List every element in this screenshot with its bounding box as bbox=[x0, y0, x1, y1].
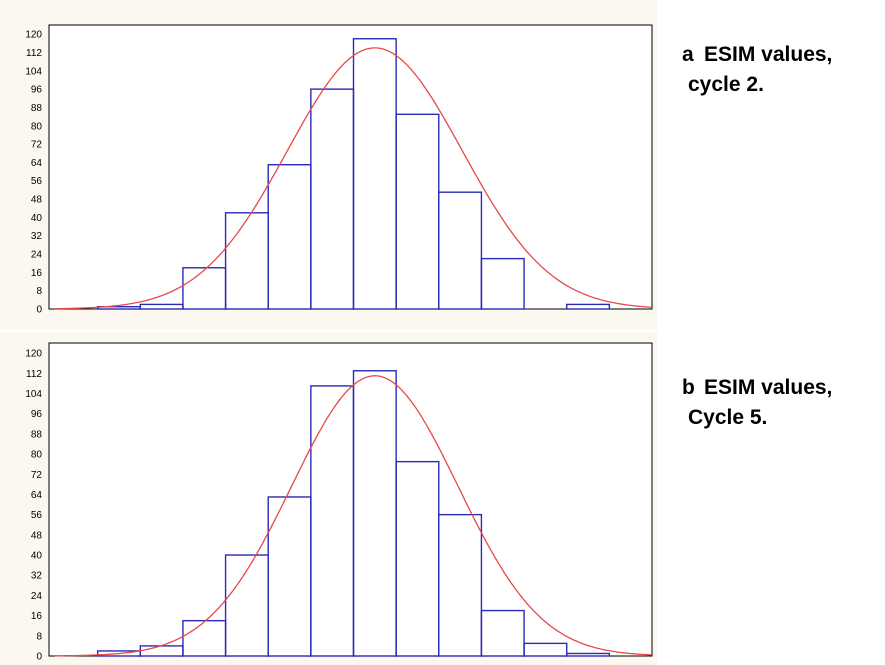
histogram-chart-b: 0 8 16 24 32 40 48 56 64 72 80 88 96 104 112 120 bbox=[25, 342, 653, 663]
y-tick-label: 64 bbox=[31, 158, 43, 169]
y-tick-label: 0 bbox=[36, 305, 42, 316]
y-tick-label: 8 bbox=[36, 631, 42, 642]
y-tick-label: 104 bbox=[25, 66, 42, 77]
y-tick-label: 24 bbox=[31, 250, 43, 261]
caption-a-text2: cycle 2. bbox=[688, 73, 764, 96]
y-tick-label: 56 bbox=[31, 510, 43, 521]
y-tick-label: 56 bbox=[31, 176, 43, 187]
y-tick-label: 112 bbox=[26, 48, 42, 59]
y-tick-label: 96 bbox=[31, 409, 43, 420]
normal-fit-curve bbox=[55, 47, 653, 310]
y-tick-label: 32 bbox=[31, 571, 43, 582]
caption-b-letter: b bbox=[682, 376, 695, 399]
histogram-bar bbox=[566, 652, 611, 657]
caption-a-letter: a bbox=[682, 43, 694, 66]
histogram-bar bbox=[480, 257, 525, 310]
histogram-bar bbox=[566, 303, 611, 310]
caption-a-line1: a ESIM values, bbox=[682, 40, 832, 70]
y-tick-label: 24 bbox=[31, 591, 43, 602]
caption-b-line2: Cycle 5. bbox=[682, 403, 832, 433]
y-tick-label: 88 bbox=[31, 103, 43, 114]
y-tick-label: 80 bbox=[31, 121, 43, 132]
histogram-bar bbox=[480, 609, 525, 657]
caption-a-text1: ESIM values, bbox=[704, 43, 833, 66]
y-tick-label: 40 bbox=[31, 551, 43, 562]
y-tick-label: 120 bbox=[25, 30, 42, 41]
y-tick-label: 48 bbox=[31, 530, 43, 541]
y-tick-label: 72 bbox=[31, 140, 43, 151]
y-tick-label: 48 bbox=[31, 195, 43, 206]
y-tick-label: 32 bbox=[31, 231, 43, 242]
caption-b-line1: b ESIM values, bbox=[682, 373, 832, 403]
y-tick-label: 0 bbox=[36, 652, 42, 663]
histogram-bar bbox=[438, 513, 483, 657]
y-tick-label: 120 bbox=[25, 349, 42, 360]
y-tick-label: 8 bbox=[36, 286, 42, 297]
plot-frame bbox=[48, 24, 653, 310]
y-tick-label: 112 bbox=[26, 369, 42, 380]
y-tick-label: 80 bbox=[31, 450, 43, 461]
histogram-chart-a: 0 8 16 24 32 40 48 56 64 72 80 88 96 104 112 120 bbox=[25, 24, 653, 316]
y-tick-label: 96 bbox=[31, 85, 43, 96]
y-tick-label: 16 bbox=[31, 268, 43, 279]
caption-b-text2: Cycle 5. bbox=[688, 406, 768, 429]
caption-b: b ESIM values, Cycle 5. bbox=[682, 373, 832, 433]
y-tick-label: 104 bbox=[25, 389, 42, 400]
y-tick-label: 88 bbox=[31, 429, 43, 440]
normal-fit-curve bbox=[55, 375, 652, 657]
caption-b-text1: ESIM values, bbox=[704, 376, 833, 399]
histogram-bar bbox=[438, 191, 483, 310]
y-tick-label: 72 bbox=[31, 470, 43, 481]
y-tick-label: 16 bbox=[31, 611, 43, 622]
caption-a-line2: cycle 2. bbox=[682, 70, 832, 100]
histogram-bar bbox=[523, 642, 568, 657]
plot-frame bbox=[48, 342, 653, 657]
caption-a: a ESIM values, cycle 2. bbox=[682, 40, 832, 100]
y-tick-label: 40 bbox=[31, 213, 43, 224]
y-tick-label: 64 bbox=[31, 490, 43, 501]
